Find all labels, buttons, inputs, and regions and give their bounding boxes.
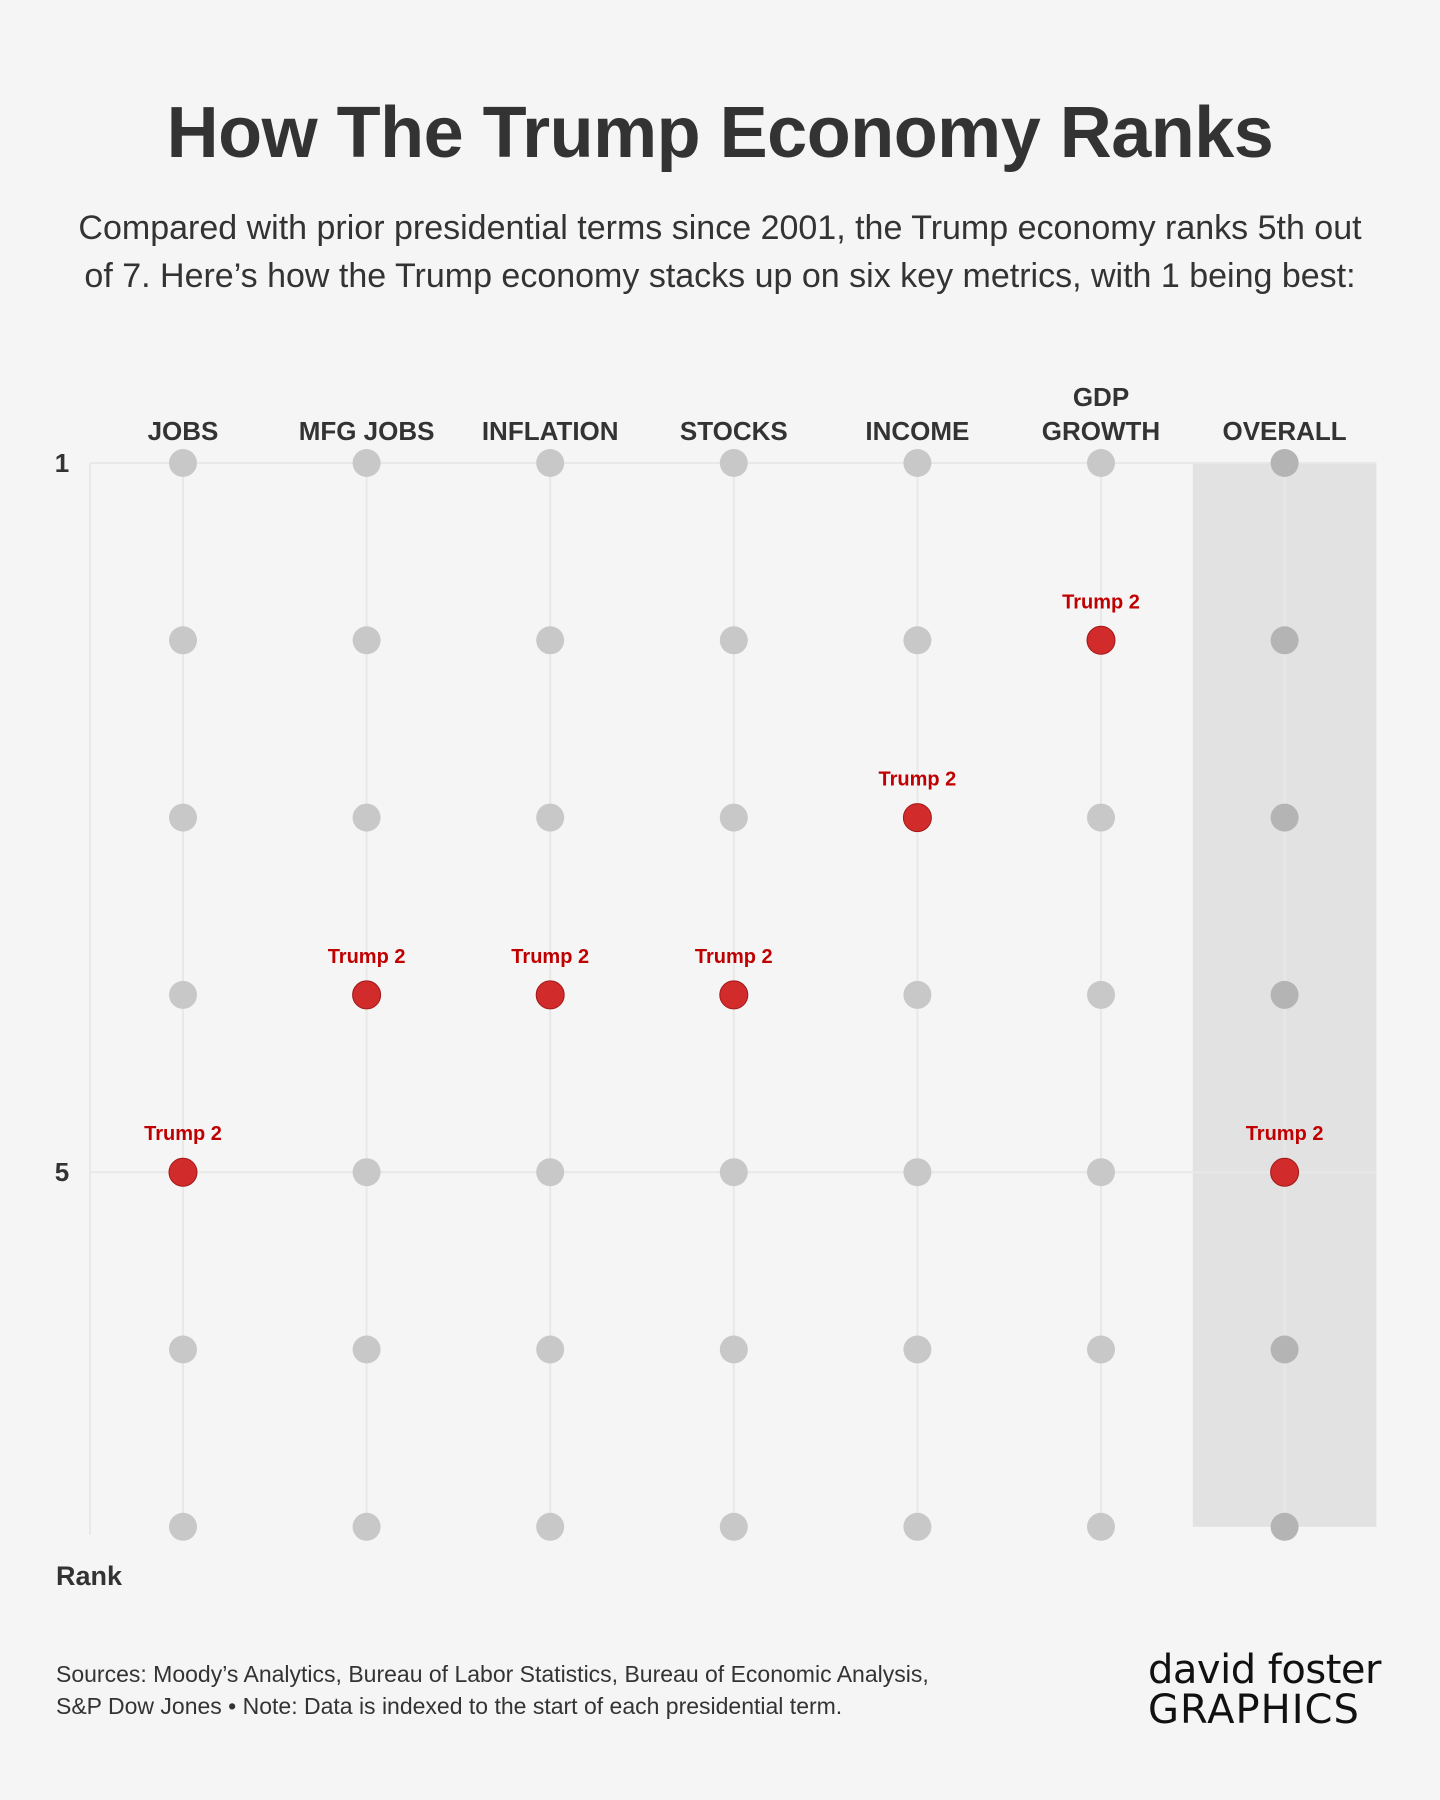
rank-dot: [536, 1335, 565, 1364]
column-header-5: GDP GROWTH: [1042, 382, 1160, 446]
trump-2-label: Trump 2: [328, 946, 406, 968]
column-header-1: MFG JOBS: [299, 416, 435, 446]
rank-dot: [903, 1158, 932, 1187]
column-header-6: OVERALL: [1222, 416, 1346, 446]
rank-dot: [536, 1512, 565, 1541]
trump-2-label: Trump 2: [511, 946, 589, 968]
rank-dot: [1270, 803, 1299, 832]
column-header-text: INCOME: [865, 416, 969, 446]
trump-2-label: Trump 2: [695, 946, 773, 968]
trump-2-label: Trump 2: [1062, 591, 1140, 613]
trump-2-dot: [168, 1157, 198, 1187]
rank-dot: [1270, 1512, 1299, 1541]
rank-dot: [169, 449, 197, 477]
rank-dot: [352, 626, 381, 655]
column-header-2: INFLATION: [482, 416, 619, 446]
column-header-text: STOCKS: [680, 416, 788, 446]
trump-2-label: Trump 2: [1246, 1123, 1324, 1145]
rank-dot: [903, 1512, 932, 1541]
column-header-3: STOCKS: [680, 416, 788, 446]
column-header-text: MFG JOBS: [299, 416, 435, 446]
column-header-text: JOBS: [148, 416, 219, 446]
rank-dot: [1087, 980, 1115, 1009]
rank-dot: [352, 1512, 381, 1541]
rank-dot: [169, 980, 197, 1009]
column-header-4: INCOME: [865, 416, 969, 446]
sources-line-1: Sources: Moody’s Analytics, Bureau of La…: [56, 1661, 929, 1687]
trump-2-label: Trump 2: [879, 769, 957, 791]
rank-dot: [352, 1335, 381, 1364]
rank-dot: [352, 449, 381, 477]
rank-dot: [536, 626, 565, 655]
rank-dot: [169, 1335, 197, 1364]
rank-dot: [719, 449, 748, 477]
rank-dot: [719, 1158, 748, 1187]
rank-dot: [719, 803, 748, 832]
rank-dot: [719, 1512, 748, 1541]
rank-dot: [903, 980, 932, 1009]
chart-title: How The Trump Economy Ranks: [166, 93, 1274, 173]
rank-dot: [719, 1335, 748, 1364]
rank-dot: [352, 803, 381, 832]
rank-dot: [1087, 1335, 1115, 1364]
trump-2-dot: [719, 980, 749, 1010]
column-header-text: GDP: [1073, 382, 1129, 412]
sources-note: Sources: Moody’s Analytics, Bureau of La…: [56, 1658, 1056, 1722]
rank-dot: [1270, 1335, 1299, 1364]
rank-dot: [1270, 449, 1299, 477]
rank-dot: [1087, 449, 1115, 477]
logo-line-2: GRAPHICS: [1148, 1687, 1360, 1733]
rank-dot: [1270, 980, 1299, 1009]
rank-dot: [169, 1512, 197, 1541]
rank-dot: [536, 1158, 565, 1187]
column-header-0: JOBS: [148, 416, 219, 446]
rank-dot: [536, 803, 565, 832]
rank-dot: [903, 449, 932, 477]
rank-dot: [719, 626, 748, 655]
y-tick-label-1: 1: [55, 448, 69, 478]
rank-dot: [903, 626, 932, 655]
y-tick-label-5: 5: [55, 1157, 69, 1187]
rank-dot: [1087, 1158, 1115, 1187]
chart-subtitle: Compared with prior presidential terms s…: [78, 209, 1362, 295]
david-foster-graphics-logo: david foster GRAPHICS: [1148, 1650, 1388, 1730]
sources-line-2: S&P Dow Jones • Note: Data is indexed to…: [56, 1693, 843, 1719]
column-header-text: OVERALL: [1222, 416, 1346, 446]
rank-dot: [169, 803, 197, 832]
trump-2-dot: [535, 980, 565, 1010]
trump-2-dot: [1086, 625, 1116, 655]
rank-dot: [1270, 626, 1299, 655]
rank-dot: [169, 626, 197, 655]
column-header-text: INFLATION: [482, 416, 619, 446]
trump-2-label: Trump 2: [144, 1123, 222, 1145]
rank-dot: [1087, 1512, 1115, 1541]
trump-2-dot: [352, 980, 382, 1010]
rank-dot: [352, 1158, 381, 1187]
trump-2-dot: [902, 803, 932, 833]
rank-dot: [536, 449, 565, 477]
rank-dot: [1087, 803, 1115, 832]
y-axis-title: Rank: [56, 1561, 123, 1590]
trump-2-dot: [1270, 1157, 1300, 1187]
rank-dot-chart: Trump 2 Trump 2 Trump 2 Trump 2 Trump 2 Trump…: [55, 382, 1377, 1590]
rank-dot: [903, 1335, 932, 1364]
column-header-text: GROWTH: [1042, 416, 1160, 446]
logo-line-1: david foster: [1148, 1647, 1381, 1693]
